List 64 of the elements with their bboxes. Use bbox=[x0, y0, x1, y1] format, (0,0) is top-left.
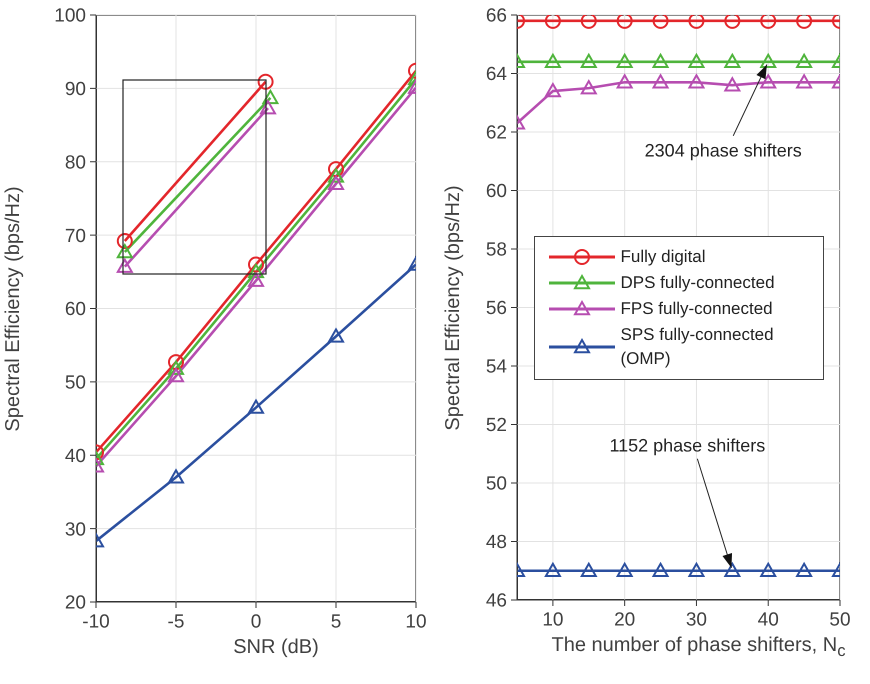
x-tick-label: 5 bbox=[330, 611, 342, 632]
x-tick-label: 0 bbox=[250, 611, 262, 632]
point bbox=[652, 54, 669, 68]
legend-label: SPS fully-connected (OMP) bbox=[620, 324, 775, 370]
point bbox=[760, 54, 776, 68]
legend-label: FPS fully-connected bbox=[620, 298, 774, 320]
y-tick-label: 80 bbox=[64, 152, 86, 174]
point bbox=[652, 562, 669, 577]
point bbox=[616, 54, 633, 68]
y-tick-label: 64 bbox=[486, 64, 508, 86]
y-tick-label: 46 bbox=[486, 590, 507, 612]
y-tick-label: 62 bbox=[486, 122, 507, 144]
point bbox=[544, 54, 561, 68]
annotation: 2304 phase shifters bbox=[644, 140, 802, 161]
point bbox=[580, 562, 597, 577]
point bbox=[580, 54, 597, 68]
legend-label: Fully digital bbox=[620, 246, 707, 268]
y-tick-label: 20 bbox=[64, 592, 86, 614]
y-tick-label: 54 bbox=[486, 356, 508, 378]
y-tick-label: 30 bbox=[64, 519, 86, 540]
point bbox=[724, 54, 740, 68]
point bbox=[580, 80, 597, 94]
point bbox=[544, 562, 561, 577]
x-tick-label: -5 bbox=[168, 611, 184, 632]
annotation: 1152 phase shifters bbox=[609, 436, 766, 456]
point bbox=[688, 54, 704, 68]
x-tick-label: 10 bbox=[542, 609, 564, 630]
y-tick-label: 56 bbox=[486, 298, 507, 320]
point bbox=[652, 74, 669, 89]
x-tick-label: -10 bbox=[82, 611, 110, 632]
point bbox=[760, 562, 776, 577]
x-tick-label: 30 bbox=[686, 609, 708, 630]
x-tick-label: 50 bbox=[829, 609, 851, 630]
x-axis-title: The number of phase shifters, N$_{c}$ bbox=[550, 634, 847, 661]
point bbox=[616, 562, 633, 577]
y-axis-title: Spectral Efficiency (bps/Hz) bbox=[442, 184, 465, 430]
y-tick-label: 50 bbox=[486, 474, 507, 495]
point bbox=[544, 83, 561, 98]
y-tick-label: 58 bbox=[486, 240, 507, 261]
y-tick-label: 48 bbox=[486, 532, 507, 554]
point bbox=[688, 74, 704, 89]
y-tick-label: 66 bbox=[486, 6, 507, 27]
y-tick-label: 60 bbox=[64, 299, 86, 320]
y-tick-label: 70 bbox=[64, 226, 86, 247]
point bbox=[796, 74, 812, 89]
x-tick-label: 10 bbox=[405, 611, 427, 632]
point bbox=[724, 77, 740, 92]
x-tick-label: 40 bbox=[758, 609, 779, 630]
point bbox=[796, 54, 812, 68]
x-tick-label: 20 bbox=[614, 609, 636, 630]
x-axis-title: SNR (dB) bbox=[232, 636, 320, 659]
y-tick-label: 100 bbox=[54, 6, 86, 27]
point bbox=[724, 562, 740, 577]
y-tick-label: 52 bbox=[486, 415, 507, 436]
legend-label: DPS fully-connected bbox=[620, 272, 776, 294]
point bbox=[688, 562, 704, 577]
y-tick-label: 50 bbox=[64, 372, 86, 394]
y-tick-label: 40 bbox=[64, 446, 86, 467]
y-tick-label: 60 bbox=[486, 181, 507, 202]
point bbox=[616, 74, 633, 89]
point bbox=[760, 74, 776, 89]
y-tick-label: 90 bbox=[64, 79, 86, 100]
y-axis-title: Spectral Efficiency (bps/Hz) bbox=[2, 186, 25, 432]
point bbox=[796, 562, 812, 577]
